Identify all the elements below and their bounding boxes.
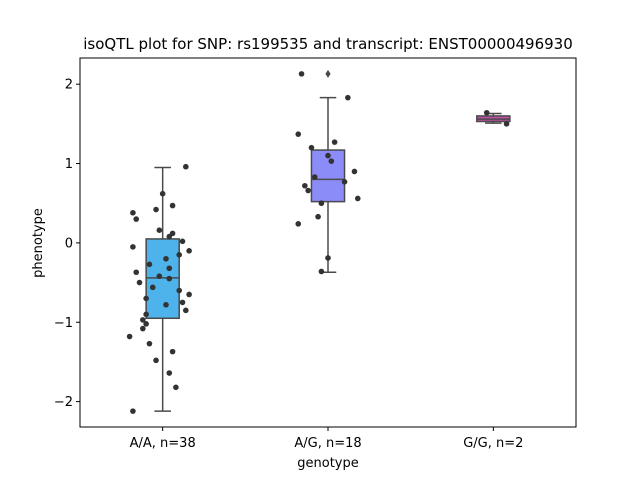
data-point xyxy=(166,275,173,282)
strip-points xyxy=(295,71,361,275)
box-group xyxy=(145,166,180,412)
data-point xyxy=(325,152,331,159)
data-point xyxy=(140,317,146,323)
data-point xyxy=(159,190,166,197)
data-point xyxy=(156,273,163,280)
data-point xyxy=(130,244,136,250)
outlier-marker xyxy=(325,69,331,78)
data-point xyxy=(169,202,176,209)
data-point xyxy=(345,94,351,101)
y-axis-label: phenotype xyxy=(31,208,46,278)
data-point xyxy=(130,408,136,414)
data-point xyxy=(143,321,149,327)
data-point xyxy=(163,255,169,262)
data-point xyxy=(130,209,136,216)
data-point xyxy=(179,299,186,306)
x-axis-label: genotype xyxy=(297,456,358,471)
strip-points xyxy=(483,109,510,127)
data-point xyxy=(179,238,186,245)
data-point xyxy=(318,200,325,207)
data-point xyxy=(153,206,159,213)
y-tick-label: 2 xyxy=(65,78,73,93)
data-point xyxy=(186,291,192,298)
data-point xyxy=(156,227,163,233)
data-point xyxy=(483,109,490,116)
data-point xyxy=(328,158,335,164)
data-point xyxy=(176,287,182,294)
x-tick-label: G/G, n=2 xyxy=(463,436,523,451)
data-point xyxy=(153,357,159,364)
data-point xyxy=(140,325,146,332)
data-point xyxy=(143,295,149,302)
data-point xyxy=(169,348,176,355)
data-point xyxy=(311,174,318,180)
data-point xyxy=(305,187,311,194)
data-point xyxy=(295,221,302,227)
data-point xyxy=(351,168,358,175)
y-axis: −2 −1 0 1 2 xyxy=(54,78,80,410)
data-point xyxy=(133,269,140,276)
data-point xyxy=(149,284,156,291)
data-point xyxy=(295,131,302,137)
data-point xyxy=(318,268,325,275)
data-point xyxy=(308,144,315,151)
y-tick-label: 1 xyxy=(65,157,73,172)
data-point xyxy=(166,233,173,240)
data-point xyxy=(166,265,173,272)
data-point xyxy=(176,252,182,258)
y-tick-label: −2 xyxy=(54,395,73,410)
data-point xyxy=(173,384,179,391)
data-point xyxy=(503,121,510,127)
data-point xyxy=(183,307,189,314)
box-group xyxy=(476,112,511,124)
data-point xyxy=(186,248,192,254)
data-point xyxy=(133,216,140,222)
plot-area xyxy=(126,69,511,414)
strip-points xyxy=(126,163,192,414)
data-point xyxy=(341,178,348,185)
data-point xyxy=(331,139,338,145)
data-point xyxy=(302,182,308,189)
data-point xyxy=(298,71,305,77)
data-point xyxy=(136,279,143,286)
box-group xyxy=(310,69,346,274)
data-point xyxy=(325,255,331,261)
x-tick-label: A/G, n=18 xyxy=(294,436,361,451)
data-point xyxy=(315,213,321,220)
data-point xyxy=(146,261,153,268)
chart-title: isoQTL plot for SNP: rs199535 and transc… xyxy=(83,35,573,53)
x-tick-label: A/A, n=38 xyxy=(130,436,196,451)
data-point xyxy=(166,370,173,376)
data-point xyxy=(126,333,133,340)
data-point xyxy=(163,301,169,308)
data-point xyxy=(354,195,361,202)
data-point xyxy=(146,340,153,347)
x-axis: A/A, n=38 A/G, n=18 G/G, n=2 xyxy=(130,427,523,451)
data-point xyxy=(183,163,189,170)
box-iqr xyxy=(145,238,180,320)
y-tick-label: 0 xyxy=(65,236,73,251)
y-tick-label: −1 xyxy=(54,316,73,331)
data-point xyxy=(143,311,149,318)
